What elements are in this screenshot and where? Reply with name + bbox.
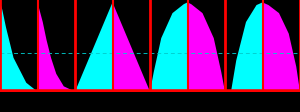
Polygon shape <box>38 3 75 92</box>
Bar <box>0 92 300 112</box>
Polygon shape <box>150 3 188 92</box>
Polygon shape <box>231 3 262 92</box>
Polygon shape <box>0 3 38 92</box>
Polygon shape <box>75 3 112 92</box>
Polygon shape <box>188 3 225 92</box>
Polygon shape <box>262 3 300 92</box>
Polygon shape <box>112 3 150 92</box>
